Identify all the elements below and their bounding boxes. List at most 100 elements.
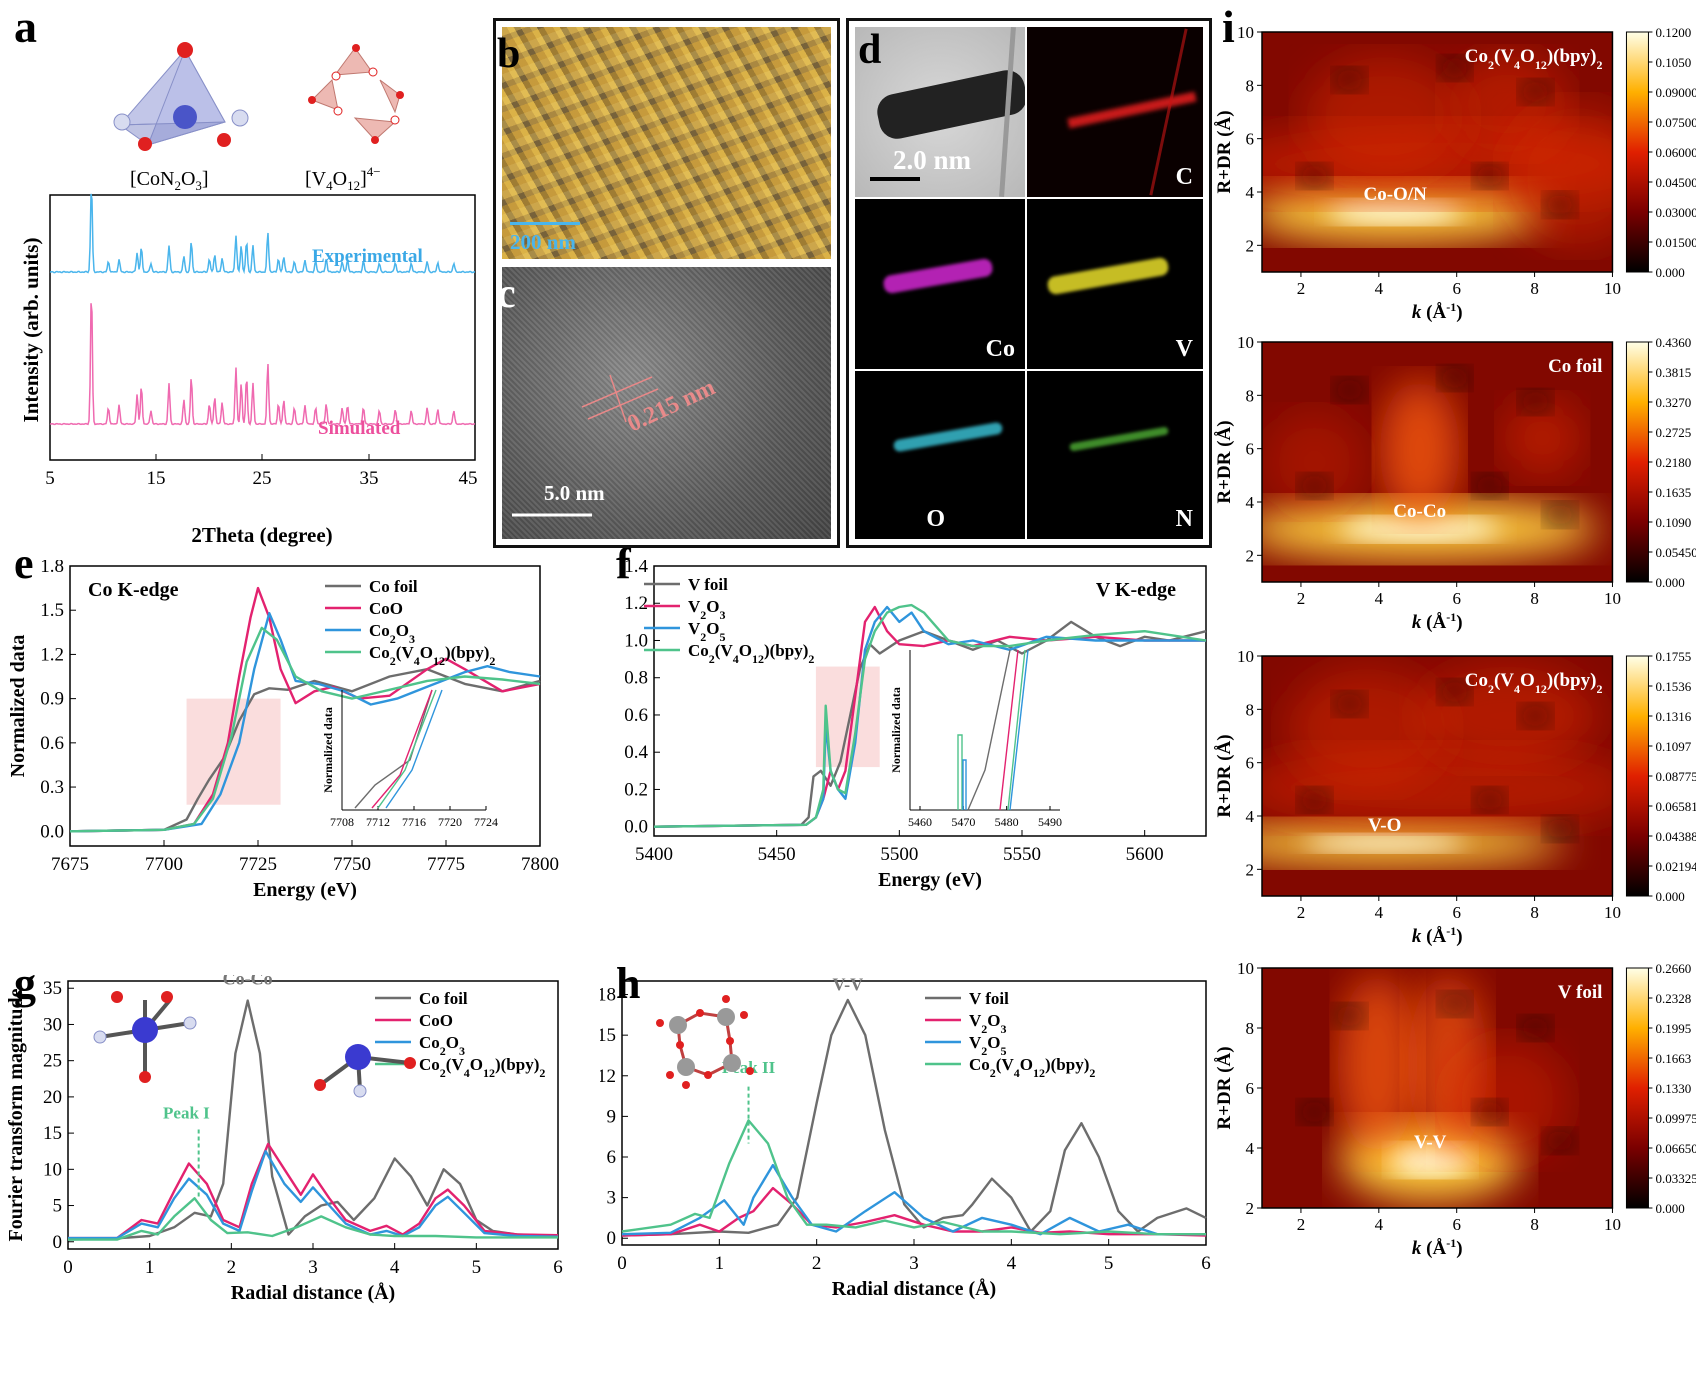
series-line bbox=[621, 1186, 1207, 1237]
map-x-tick-label: 10 bbox=[1604, 279, 1621, 298]
annotation-v-v: V-V bbox=[832, 975, 863, 994]
legend-label: Co2(V4O12)(bpy)2 bbox=[969, 1055, 1095, 1080]
colorbar-tick-label: 0.06000 bbox=[1655, 145, 1696, 160]
y-tick-label: 10 bbox=[43, 1159, 62, 1180]
map-y-tick-label: 8 bbox=[1246, 700, 1255, 719]
map-title: Co2(V4O12)(bpy)2 bbox=[1465, 46, 1603, 72]
colorbar-tick-label: 0.05450 bbox=[1655, 545, 1696, 560]
series-line bbox=[653, 605, 1206, 828]
map-y-tick-label: 8 bbox=[1246, 1019, 1255, 1038]
inset-x-tick-label: 5490 bbox=[1038, 815, 1062, 829]
y-tick-label: 0.8 bbox=[624, 668, 648, 689]
series-line bbox=[653, 603, 1207, 828]
series-line bbox=[69, 626, 541, 833]
chart-title: V K-edge bbox=[1096, 579, 1176, 601]
colorbar-tick-label: 0.000 bbox=[1655, 1201, 1684, 1216]
eds-label-c: C bbox=[1175, 164, 1193, 190]
optical-micrograph: 200 nm bbox=[502, 27, 831, 259]
panel-g-co-ft: 0 1 2 3 4 5 6 0 5 10 15 20 25 30 35 Radial distance (Å)… bbox=[5, 975, 563, 1304]
co-signal bbox=[882, 257, 994, 295]
x-tick-label: 7675 bbox=[51, 854, 89, 875]
y-tick-label: 6 bbox=[607, 1147, 617, 1168]
panel-letter-a: a bbox=[14, 1, 37, 52]
lattice-line bbox=[581, 376, 653, 408]
co-coordination-model bbox=[93, 991, 197, 1083]
map-x-tick-label: 4 bbox=[1375, 279, 1384, 298]
map-y-tick-label: 10 bbox=[1237, 959, 1254, 978]
colorbar-tick-label: 0.08775 bbox=[1655, 769, 1696, 784]
colorbar-tick-label: 0.02194 bbox=[1655, 859, 1696, 874]
x-tick-label: 2 bbox=[812, 1253, 822, 1274]
inset-series-line bbox=[354, 689, 433, 809]
map-x-tick-label: 8 bbox=[1530, 589, 1539, 608]
y-axis-label: Fourier transform magnitude bbox=[5, 988, 27, 1241]
x-tick-label: 0 bbox=[617, 1253, 627, 1274]
panel-e-co-kedge: 7675 7700 7725 7750 7775 7800 0.0 0.3 0.6 0.9 1.2 1… bbox=[7, 560, 559, 901]
dark-region bbox=[1519, 704, 1552, 728]
intensity-blob bbox=[1304, 56, 1465, 176]
dark-region bbox=[1519, 80, 1552, 104]
inset-y-label: Normalized data bbox=[321, 707, 335, 793]
legend-label: V2O3 bbox=[688, 597, 726, 622]
colorbar-tick-label: 0.06581 bbox=[1655, 799, 1696, 814]
xrd-xtick-label: 25 bbox=[253, 468, 272, 489]
colorbar bbox=[1625, 967, 1649, 1209]
x-tick-label: 6 bbox=[1201, 1253, 1211, 1274]
intensity-blob bbox=[1262, 748, 1613, 828]
annotation-co-co: Co-Co bbox=[223, 975, 273, 989]
legend-label: Co foil bbox=[419, 989, 468, 1008]
colorbar-tick-label: 0.01500 bbox=[1655, 235, 1696, 250]
y-tick-label: 0 bbox=[607, 1228, 617, 1249]
x-tick-label: 7700 bbox=[145, 854, 183, 875]
y-tick-label: 30 bbox=[43, 1014, 62, 1035]
map-peak-label: Co-Co bbox=[1393, 501, 1446, 522]
map-x-tick-label: 10 bbox=[1604, 903, 1621, 922]
x-tick-label: 5 bbox=[1104, 1253, 1114, 1274]
colorbar-tick-label: 0.1330 bbox=[1655, 1081, 1691, 1096]
y-tick-label: 0.3 bbox=[40, 777, 64, 798]
x-tick-label: 6 bbox=[553, 1257, 563, 1278]
map-x-tick-label: 6 bbox=[1452, 589, 1461, 608]
map-y-tick-label: 10 bbox=[1237, 333, 1254, 352]
map-x-tick-label: 8 bbox=[1530, 279, 1539, 298]
colorbar-tick-label: 0.04500 bbox=[1655, 175, 1696, 190]
y-tick-label: 0.0 bbox=[40, 821, 64, 842]
dark-region bbox=[1473, 788, 1506, 812]
y-tick-label: 3 bbox=[607, 1188, 617, 1209]
y-tick-label: 25 bbox=[43, 1051, 62, 1072]
tem-image: 2.0 nm bbox=[855, 27, 1025, 197]
dark-region bbox=[1543, 192, 1576, 217]
eds-label-co: Co bbox=[985, 336, 1015, 362]
x-tick-label: 5500 bbox=[880, 844, 918, 865]
intensity-blob bbox=[1337, 974, 1418, 1154]
map-x-tick-label: 8 bbox=[1530, 1215, 1539, 1234]
series-line bbox=[69, 668, 541, 833]
xrd-xticks: 5 15 25 35 45 bbox=[45, 454, 478, 489]
scale-label-b: 200 nm bbox=[510, 230, 576, 254]
inset-x-tick-label: 7708 bbox=[330, 815, 354, 829]
colorbar-tick-label: 0.1755 bbox=[1655, 649, 1691, 664]
label-con2o3: [CoN2O3] bbox=[130, 168, 209, 193]
inset-series-line bbox=[967, 649, 1011, 811]
colorbar-tick-label: 0.1090 bbox=[1655, 515, 1691, 530]
x-axis-label: Energy (eV) bbox=[253, 879, 357, 901]
x-axis-label: Radial distance (Å) bbox=[231, 1281, 395, 1304]
inset-series-line bbox=[1007, 649, 1026, 811]
map-y-tick-label: 6 bbox=[1246, 130, 1255, 149]
colorbar bbox=[1625, 341, 1649, 583]
y-tick-label: 1.0 bbox=[624, 630, 648, 651]
panel-f-v-kedge: 5400 5450 5500 5550 5600 0.0 0.2 0.4 0.6 0.8 1.0 1.… bbox=[624, 560, 1207, 891]
panel-letter-i: i bbox=[1222, 1, 1235, 52]
legend-label: V foil bbox=[969, 989, 1009, 1008]
series-line bbox=[68, 1142, 559, 1240]
y-tick-label: 0 bbox=[53, 1232, 63, 1253]
legend-label: Co2(V4O12)(bpy)2 bbox=[688, 641, 814, 666]
dark-region bbox=[1473, 164, 1506, 188]
dark-region bbox=[1333, 378, 1366, 402]
inset-series-line bbox=[957, 734, 963, 810]
map-x-tick-label: 4 bbox=[1375, 903, 1384, 922]
y-tick-label: 0.2 bbox=[624, 779, 648, 800]
xrd-xtick-label: 15 bbox=[147, 468, 166, 489]
x-tick-label: 5400 bbox=[635, 844, 673, 865]
map-x-tick-label: 4 bbox=[1375, 589, 1384, 608]
